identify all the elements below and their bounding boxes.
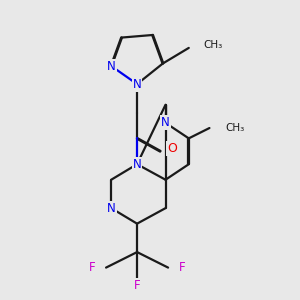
- Text: N: N: [161, 116, 170, 129]
- Text: N: N: [107, 202, 116, 215]
- Text: N: N: [133, 78, 142, 91]
- Text: CH₃: CH₃: [203, 40, 222, 50]
- Text: F: F: [178, 261, 185, 274]
- Text: N: N: [133, 158, 142, 171]
- Text: CH₃: CH₃: [225, 123, 244, 133]
- Text: O: O: [167, 142, 177, 155]
- Text: F: F: [134, 279, 140, 292]
- Text: N: N: [107, 59, 116, 73]
- Text: F: F: [89, 261, 96, 274]
